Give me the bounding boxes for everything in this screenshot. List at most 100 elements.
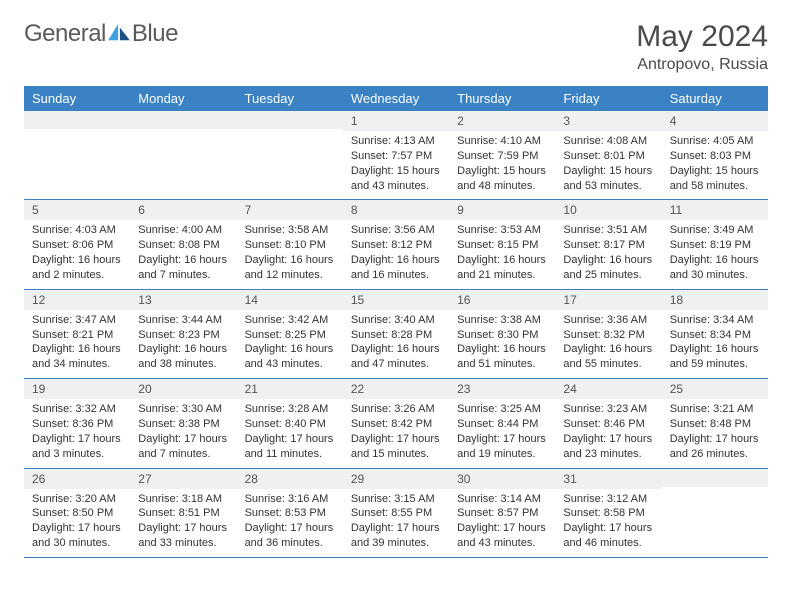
day-body: Sunrise: 3:23 AMSunset: 8:46 PMDaylight:… [555, 399, 661, 467]
day-info-line: Sunset: 8:58 PM [563, 506, 653, 521]
day-number: 3 [555, 111, 661, 131]
day-info-line: Daylight: 17 hours [351, 432, 441, 447]
day-info-line: Sunrise: 3:26 AM [351, 402, 441, 417]
day-info-line: Sunset: 8:06 PM [32, 238, 122, 253]
day-info-line: Sunset: 8:17 PM [563, 238, 653, 253]
day-info-line: and 58 minutes. [670, 179, 760, 194]
day-info-line: Sunrise: 3:47 AM [32, 313, 122, 328]
day-info-line: Sunrise: 3:53 AM [457, 223, 547, 238]
day-body: Sunrise: 3:38 AMSunset: 8:30 PMDaylight:… [449, 310, 555, 378]
weekday-header: Friday [555, 86, 661, 111]
day-cell: 1Sunrise: 4:13 AMSunset: 7:57 PMDaylight… [343, 111, 449, 200]
day-info-line: and 7 minutes. [138, 447, 228, 462]
day-cell [237, 111, 343, 200]
day-cell: 27Sunrise: 3:18 AMSunset: 8:51 PMDayligh… [130, 468, 236, 557]
day-cell: 2Sunrise: 4:10 AMSunset: 7:59 PMDaylight… [449, 111, 555, 200]
day-info-line: Sunset: 8:19 PM [670, 238, 760, 253]
day-info-line: Sunset: 8:12 PM [351, 238, 441, 253]
day-number: 13 [130, 290, 236, 310]
day-info-line: and 15 minutes. [351, 447, 441, 462]
day-body: Sunrise: 4:00 AMSunset: 8:08 PMDaylight:… [130, 220, 236, 288]
day-info-line: Daylight: 16 hours [32, 342, 122, 357]
day-number: 7 [237, 200, 343, 220]
day-info-line: and 33 minutes. [138, 536, 228, 551]
day-number [237, 111, 343, 129]
day-info-line: Sunrise: 3:36 AM [563, 313, 653, 328]
day-number: 19 [24, 379, 130, 399]
sail-icon [108, 24, 130, 45]
day-number [130, 111, 236, 129]
day-info-line: Sunrise: 3:42 AM [245, 313, 335, 328]
day-info-line: Sunset: 8:25 PM [245, 328, 335, 343]
day-cell: 5 Sunrise: 4:03 AMSunset: 8:06 PMDaylight… [24, 200, 130, 289]
day-info-line: Sunrise: 4:13 AM [351, 134, 441, 149]
day-info-line: and 59 minutes. [670, 357, 760, 372]
day-body: Sunrise: 3:25 AMSunset: 8:44 PMDaylight:… [449, 399, 555, 467]
day-number: 5 [24, 200, 130, 220]
day-cell: 21Sunrise: 3:28 AMSunset: 8:40 PMDayligh… [237, 379, 343, 468]
day-number: 25 [662, 379, 768, 399]
day-body: Sunrise: 3:28 AMSunset: 8:40 PMDaylight:… [237, 399, 343, 467]
weekday-header: Wednesday [343, 86, 449, 111]
day-body: Sunrise: 3:15 AMSunset: 8:55 PMDaylight:… [343, 489, 449, 557]
day-info-line: and 48 minutes. [457, 179, 547, 194]
day-info-line: Sunset: 8:36 PM [32, 417, 122, 432]
day-number: 20 [130, 379, 236, 399]
day-info-line: Sunrise: 3:28 AM [245, 402, 335, 417]
brand-logo: General Blue [24, 20, 178, 48]
day-info-line: Sunset: 8:08 PM [138, 238, 228, 253]
day-info-line: Sunrise: 3:44 AM [138, 313, 228, 328]
day-cell [130, 111, 236, 200]
day-info-line: Daylight: 16 hours [138, 253, 228, 268]
day-info-line: Daylight: 16 hours [32, 253, 122, 268]
day-body: Sunrise: 3:56 AMSunset: 8:12 PMDaylight:… [343, 220, 449, 288]
weekday-header-row: SundayMondayTuesdayWednesdayThursdayFrid… [24, 86, 768, 111]
day-number: 23 [449, 379, 555, 399]
day-number: 2 [449, 111, 555, 131]
day-number [24, 111, 130, 129]
day-body: Sunrise: 4:10 AMSunset: 7:59 PMDaylight:… [449, 131, 555, 199]
day-info-line: and 39 minutes. [351, 536, 441, 551]
day-info-line: Sunset: 8:38 PM [138, 417, 228, 432]
header: General Blue May 2024 Antropovo, Russia [24, 20, 768, 74]
day-info-line: Sunset: 8:57 PM [457, 506, 547, 521]
day-info-line: and 55 minutes. [563, 357, 653, 372]
day-body: Sunrise: 3:44 AMSunset: 8:23 PMDaylight:… [130, 310, 236, 378]
day-body: Sunrise: 3:36 AMSunset: 8:32 PMDaylight:… [555, 310, 661, 378]
day-body: Sunrise: 3:47 AMSunset: 8:21 PMDaylight:… [24, 310, 130, 378]
day-body: Sunrise: 3:20 AMSunset: 8:50 PMDaylight:… [24, 489, 130, 557]
day-cell: 14Sunrise: 3:42 AMSunset: 8:25 PMDayligh… [237, 289, 343, 378]
day-info-line: and 43 minutes. [457, 536, 547, 551]
day-number: 26 [24, 469, 130, 489]
day-number: 30 [449, 469, 555, 489]
day-number: 9 [449, 200, 555, 220]
day-cell: 8Sunrise: 3:56 AMSunset: 8:12 PMDaylight… [343, 200, 449, 289]
day-info-line: Sunset: 8:10 PM [245, 238, 335, 253]
day-body: Sunrise: 4:05 AMSunset: 8:03 PMDaylight:… [662, 131, 768, 199]
day-number: 12 [24, 290, 130, 310]
day-info-line: Sunset: 8:30 PM [457, 328, 547, 343]
day-number: 21 [237, 379, 343, 399]
day-info-line: Sunrise: 3:56 AM [351, 223, 441, 238]
day-info-line: Sunset: 8:01 PM [563, 149, 653, 164]
day-info-line: Sunrise: 4:03 AM [32, 223, 122, 238]
day-cell: 31Sunrise: 3:12 AMSunset: 8:58 PMDayligh… [555, 468, 661, 557]
day-number: 4 [662, 111, 768, 131]
calendar-table: SundayMondayTuesdayWednesdayThursdayFrid… [24, 86, 768, 558]
day-number: 1 [343, 111, 449, 131]
day-info-line: Sunrise: 3:38 AM [457, 313, 547, 328]
week-row: 12Sunrise: 3:47 AMSunset: 8:21 PMDayligh… [24, 289, 768, 378]
day-info-line: Sunrise: 3:15 AM [351, 492, 441, 507]
day-cell: 10Sunrise: 3:51 AMSunset: 8:17 PMDayligh… [555, 200, 661, 289]
day-number: 8 [343, 200, 449, 220]
day-body: Sunrise: 3:58 AMSunset: 8:10 PMDaylight:… [237, 220, 343, 288]
day-info-line: Sunset: 8:23 PM [138, 328, 228, 343]
day-cell: 25Sunrise: 3:21 AMSunset: 8:48 PMDayligh… [662, 379, 768, 468]
day-info-line: Sunrise: 3:14 AM [457, 492, 547, 507]
day-body: Sunrise: 3:26 AMSunset: 8:42 PMDaylight:… [343, 399, 449, 467]
day-info-line: Sunset: 8:44 PM [457, 417, 547, 432]
day-info-line: Sunset: 8:42 PM [351, 417, 441, 432]
weekday-header: Tuesday [237, 86, 343, 111]
day-info-line: and 21 minutes. [457, 268, 547, 283]
day-info-line: Sunset: 8:32 PM [563, 328, 653, 343]
